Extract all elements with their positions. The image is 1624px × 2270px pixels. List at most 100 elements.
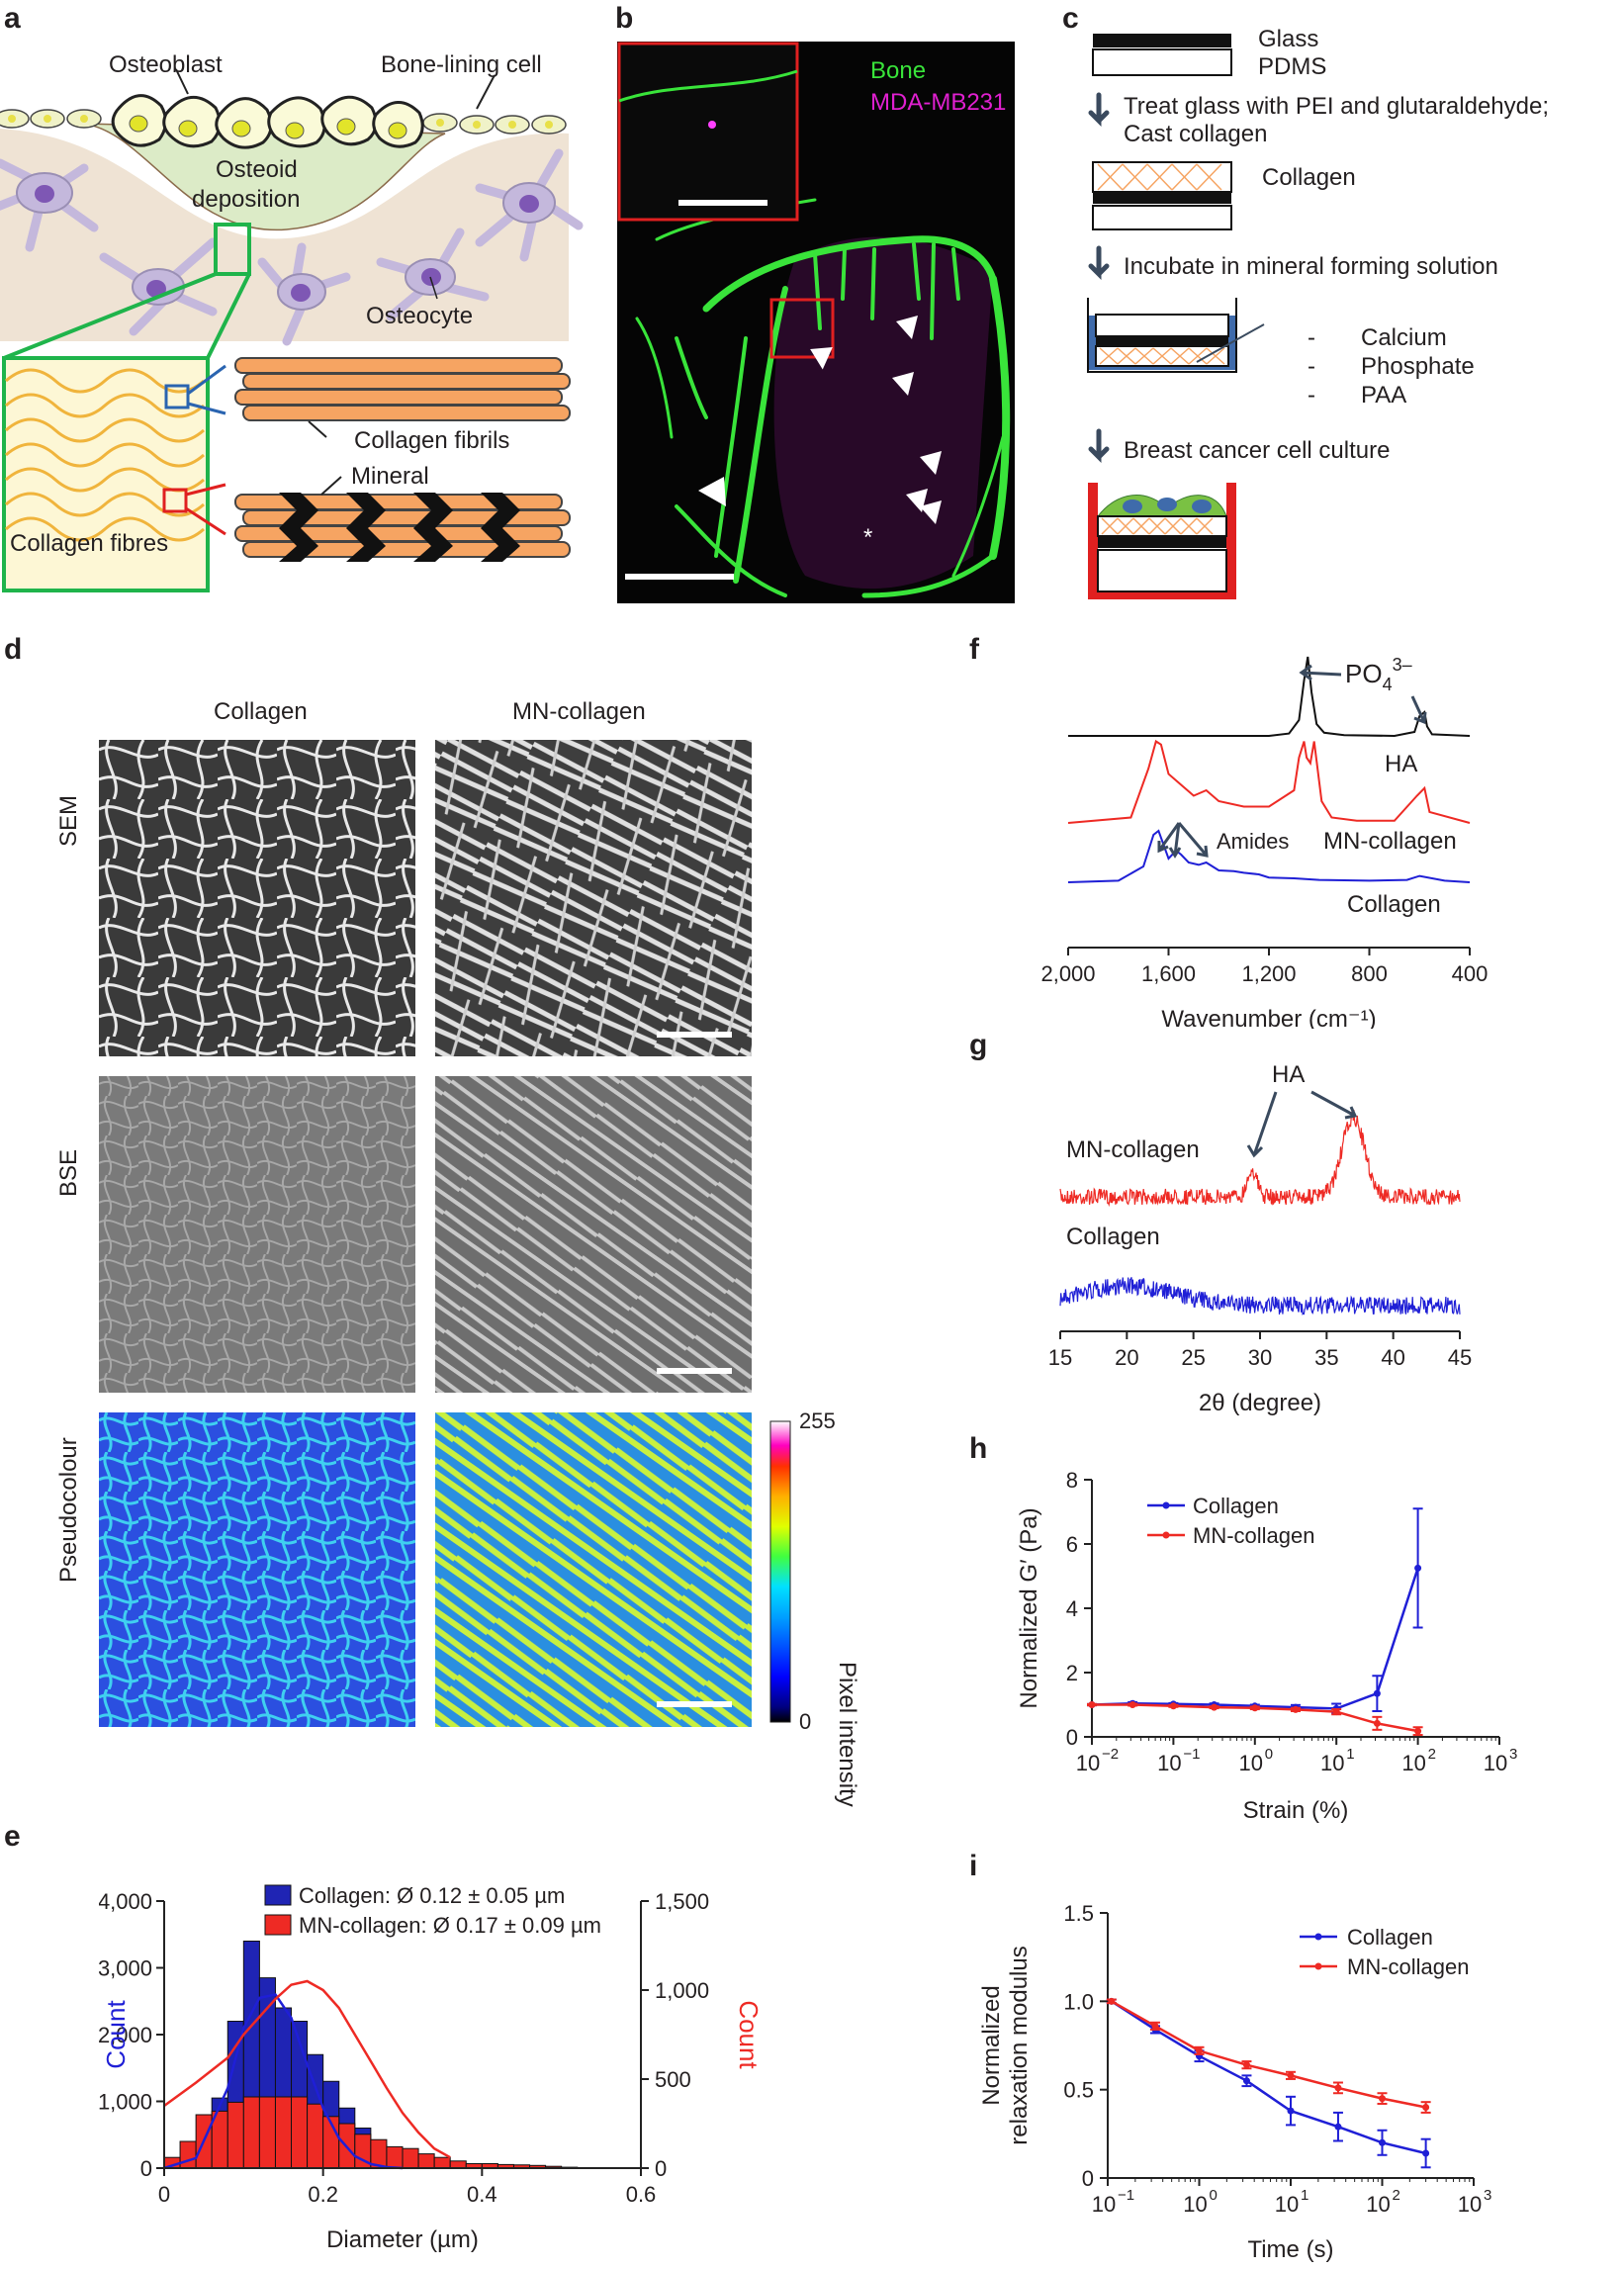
tick-exponent-x: −2 (1102, 1746, 1119, 1763)
bar-mn-collagen (226, 2101, 244, 2169)
y-axis-label-left: Count (101, 2000, 131, 2069)
legend-collagen: Collagen: Ø 0.12 ± 0.05 µm (299, 1883, 565, 1908)
legend-mda: MDA-MB231 (870, 89, 1007, 116)
point-mn-collagen (1414, 1727, 1422, 1735)
label-mn-collagen: MN-collagen (1323, 828, 1457, 855)
legend-mn-collagen: MN-collagen (1193, 1523, 1315, 1548)
point-mn-collagen (1242, 2061, 1250, 2069)
panel-label-g: g (969, 1029, 988, 1061)
legend-marker (1162, 1501, 1170, 1509)
wavy-fibres (5, 368, 205, 542)
step-1b: Cast collagen (1124, 121, 1268, 147)
bone-signal (635, 198, 1011, 598)
tick-label-x: 25 (1181, 1345, 1205, 1370)
bar-mn-collagen (307, 2103, 324, 2169)
panel-label-e: e (4, 1820, 21, 1853)
tick-label-left: 0 (140, 2156, 152, 2181)
label-collagen-fibrils: Collagen fibrils (354, 427, 510, 454)
chart-e-histogram: 0 1,000 2,000 3,000 4,000 0 500 1,000 1,500 0 0.2 0… (99, 1883, 764, 2253)
x-axis-label: Strain (%) (1243, 1797, 1349, 1824)
colorbar-min: 0 (799, 1709, 812, 1734)
dash-2: - (1308, 353, 1315, 380)
legend-collagen: Collagen (1347, 1925, 1433, 1950)
tick-label-x: 10 (1092, 2192, 1116, 2217)
tick-label-y: 4 (1066, 1596, 1078, 1621)
x-axis-label: 2θ (degree) (1199, 1390, 1321, 1416)
arrow-ha-1 (1246, 1091, 1278, 1158)
osteoid-region (83, 123, 446, 231)
y-axis-label-2: relaxation modulus (1006, 1946, 1033, 2144)
tick-label-left: 2,000 (99, 2023, 152, 2047)
label-osteoid-1: Osteoid (216, 156, 298, 183)
tick-label-x: 1,200 (1241, 961, 1296, 986)
x-axis-label: Time (s) (1247, 2236, 1333, 2263)
tick-label-x: 10 (1076, 1751, 1100, 1775)
panel-label-b: b (615, 2, 634, 35)
tick-label-y: 0 (1082, 2166, 1094, 2191)
label-phosphate: Phosphate (1361, 353, 1475, 380)
point-mn-collagen (1088, 1701, 1096, 1708)
tick-label-x: 10 (1183, 2192, 1207, 2217)
collagen-fibrils (234, 357, 571, 421)
point-collagen (1379, 2138, 1386, 2146)
tick-label-x: 1,600 (1141, 961, 1196, 986)
tick-label-x: 400 (1452, 961, 1489, 986)
line-collagen (1111, 2000, 1426, 2155)
osteocytes (0, 148, 584, 346)
po4-superscript: 3– (1393, 655, 1412, 675)
inset-box (617, 42, 799, 222)
xrd-collagen (1059, 1277, 1461, 1316)
label-glass: Glass (1258, 26, 1319, 52)
tick-label-x: 10 (1401, 1751, 1425, 1775)
tick-label-x: 800 (1351, 961, 1388, 986)
legend-mn-collagen: MN-collagen: Ø 0.17 ± 0.09 µm (299, 1913, 601, 1938)
chart-g-xrd: 15 20 25 30 35 40 45 2θ (degree) MN-collagen Coll… (1048, 1061, 1472, 1416)
point-mn-collagen (1211, 1703, 1218, 1711)
tick-label-y: 0.5 (1063, 2078, 1094, 2103)
panel-c-schematic (1087, 34, 1265, 599)
spectrum-mn-collagen (1067, 739, 1471, 824)
tick-label-x: 10 (1157, 1751, 1181, 1775)
tick-exponent-x: 3 (1484, 2187, 1491, 2204)
point-collagen (1414, 1564, 1422, 1572)
bar-mn-collagen (417, 2153, 435, 2169)
colorbar-label: Pixel intensity (834, 1662, 860, 1807)
bar-mn-collagen (386, 2145, 404, 2169)
annotation-ha: HA (1272, 1061, 1305, 1088)
y-axis-label-1: Normalized (978, 1985, 1005, 2105)
point-collagen (1422, 2149, 1430, 2157)
legend-marker (1314, 1962, 1322, 1970)
point-mn-collagen (1151, 2022, 1159, 2030)
asterisk: * (863, 524, 873, 551)
label-collagen-fibres: Collagen fibres (10, 530, 169, 557)
step-2: Incubate in mineral forming solution (1124, 253, 1498, 280)
point-mn-collagen (1379, 2095, 1386, 2103)
panel-d-micrographs (99, 740, 752, 1727)
line-collagen (1091, 1568, 1419, 1710)
dash-1: - (1308, 324, 1315, 351)
annotation-amides: Amides (1217, 829, 1289, 854)
line-mn-collagen (1111, 2000, 1426, 2109)
bar-mn-collagen (274, 2096, 293, 2169)
arrow-amide-1 (1157, 822, 1181, 854)
bar-mn-collagen (242, 2096, 260, 2169)
spectrum-collagen (1067, 829, 1471, 883)
tick-label-x: 10 (1275, 2192, 1299, 2217)
tick-label-x: 0.6 (626, 2182, 657, 2207)
arrow-po4-2 (1410, 695, 1427, 725)
tick-exponent-x: 0 (1265, 1746, 1273, 1763)
label-paa: PAA (1361, 382, 1407, 409)
legend-swatch-mn (264, 1914, 292, 1936)
point-collagen (1242, 2077, 1250, 2085)
label-osteoid-2: deposition (192, 186, 301, 213)
col-header-collagen: Collagen (214, 698, 308, 725)
fit-mn-collagen (163, 1979, 451, 2159)
bar-mn-collagen (179, 2140, 197, 2169)
point-mn-collagen (1169, 1702, 1177, 1710)
y-axis-label-right: Count (734, 2000, 764, 2069)
point-mn-collagen (1292, 1705, 1300, 1713)
osteoblasts (111, 94, 424, 149)
label-mineral: Mineral (351, 463, 429, 490)
mineral-crystals (279, 493, 520, 562)
